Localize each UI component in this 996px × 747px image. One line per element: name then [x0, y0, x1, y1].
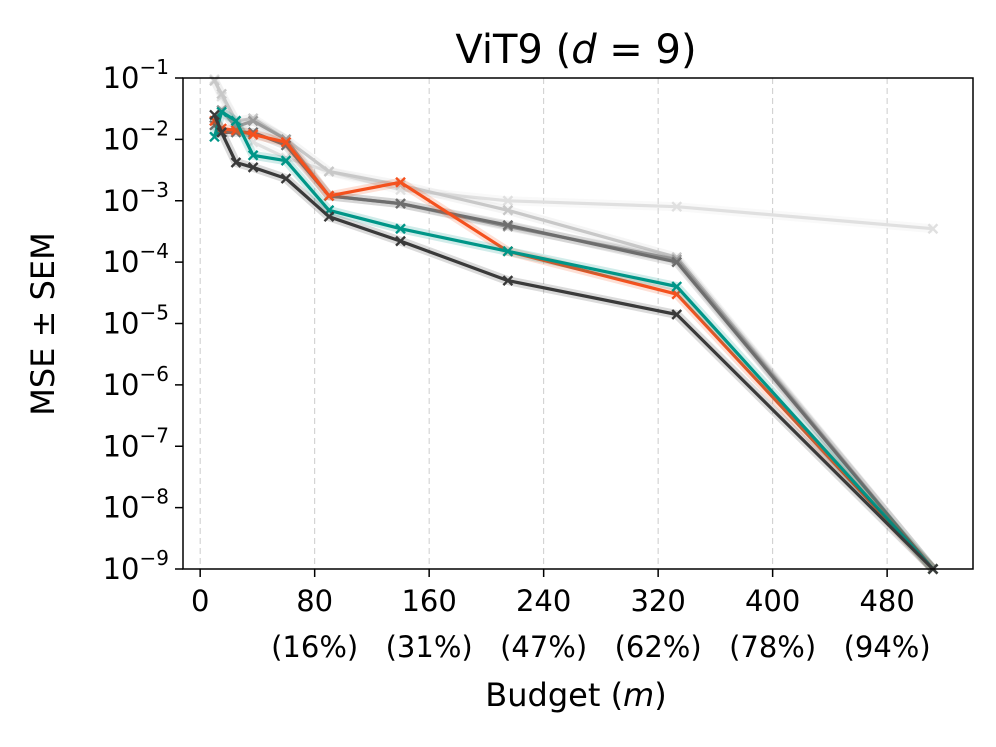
series-orange-point — [280, 136, 292, 148]
series-gray-point — [502, 219, 514, 231]
series-teal — [209, 106, 939, 575]
series-light-gray — [209, 75, 939, 575]
y-tick-label: 10−4 — [103, 239, 169, 279]
x-tick-label: 240 — [516, 584, 571, 618]
series-light-gray-point — [216, 88, 227, 100]
series-orange — [209, 115, 939, 575]
series-mid-gray-point — [247, 115, 259, 127]
x-axis-ticks: 0 80 (16%) 160 (31%) 240 (47%) 320 (62%) 400 (78%)… — [191, 569, 931, 664]
y-axis-label: MSE ± SEM — [24, 232, 62, 415]
x-tick-label: 320 — [630, 584, 685, 618]
series-dark-point — [230, 157, 242, 168]
series-gray-point — [671, 256, 683, 268]
series-orange-point — [395, 176, 406, 188]
series-dark — [209, 109, 939, 575]
y-tick-label: 10−1 — [103, 55, 169, 95]
series-dark-point — [209, 109, 220, 121]
series-teal-point — [395, 223, 406, 235]
series-gray-point — [395, 198, 406, 209]
series-mid-gray-line — [213, 108, 935, 571]
chart-title: ViT9 (d = 9) — [455, 27, 696, 73]
series-light-gray-point — [502, 204, 514, 216]
series-group — [209, 74, 939, 575]
x-tick-pct-label: (31%) — [386, 630, 473, 664]
series-teal-point — [230, 115, 242, 127]
series-orange-point — [247, 129, 259, 140]
series-teal-point — [502, 245, 514, 257]
series-light-gray-line — [213, 80, 935, 571]
y-tick-label: 10−9 — [103, 546, 169, 586]
series-teal-point — [209, 131, 220, 143]
series-orange-point — [323, 190, 335, 202]
series-lightest-gray-point — [927, 223, 939, 235]
series-mid-gray-sem-band — [210, 105, 937, 572]
series-orange-line — [213, 119, 935, 571]
series-light-gray-point — [323, 166, 335, 177]
x-tick-pct-label: (62%) — [615, 630, 702, 664]
y-tick-label: 10−5 — [103, 301, 169, 341]
y-tick-label: 10−6 — [103, 362, 169, 402]
y-axis-ticks: 10−1 10−2 10−3 10−4 10−5 10−6 10−7 10−8 10−9 — [103, 55, 183, 586]
series-teal-point — [247, 149, 259, 161]
series-dark-point — [216, 127, 227, 138]
series-teal-point — [280, 155, 292, 167]
y-tick-label: 10−3 — [103, 178, 169, 218]
series-light-gray-sem-band — [210, 78, 937, 572]
x-tick-pct-label: (94%) — [844, 630, 931, 664]
series-dark-point — [395, 235, 406, 247]
series-dark-point — [671, 309, 683, 320]
series-lightest-gray-point — [671, 201, 683, 213]
series-dark-point — [502, 275, 514, 286]
x-axis-label: Budget (m) — [485, 676, 666, 714]
series-dark-line — [213, 114, 935, 571]
y-tick-label: 10−8 — [103, 485, 169, 525]
series-dark-point — [280, 173, 292, 184]
series-teal-point — [671, 281, 683, 292]
y-tick-label: 10−7 — [103, 423, 169, 463]
x-tick-label: 160 — [401, 584, 456, 618]
series-mid-gray — [209, 104, 939, 575]
x-tick-label: 400 — [745, 584, 800, 618]
x-tick-pct-label: (16%) — [271, 630, 358, 664]
series-teal-line — [212, 110, 935, 571]
x-tick-pct-label: (78%) — [729, 630, 816, 664]
x-tick-label: 0 — [191, 584, 209, 618]
series-dark-point — [323, 211, 335, 223]
x-tick-label: 480 — [859, 584, 914, 618]
x-tick-pct-label: (47%) — [500, 630, 587, 664]
series-dark-point — [247, 162, 259, 173]
series-lightest-gray-point — [502, 195, 514, 207]
x-tick-label: 80 — [296, 584, 333, 618]
series-teal-point — [216, 106, 227, 118]
y-tick-label: 10−2 — [103, 116, 169, 156]
